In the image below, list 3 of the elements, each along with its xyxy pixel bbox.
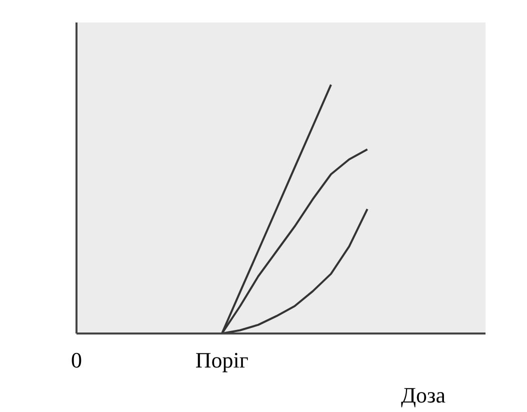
x-axis-title: Доза xyxy=(401,382,446,408)
x-tick-label: Поріг xyxy=(195,348,248,372)
x-tick-label: 0 xyxy=(71,348,82,372)
